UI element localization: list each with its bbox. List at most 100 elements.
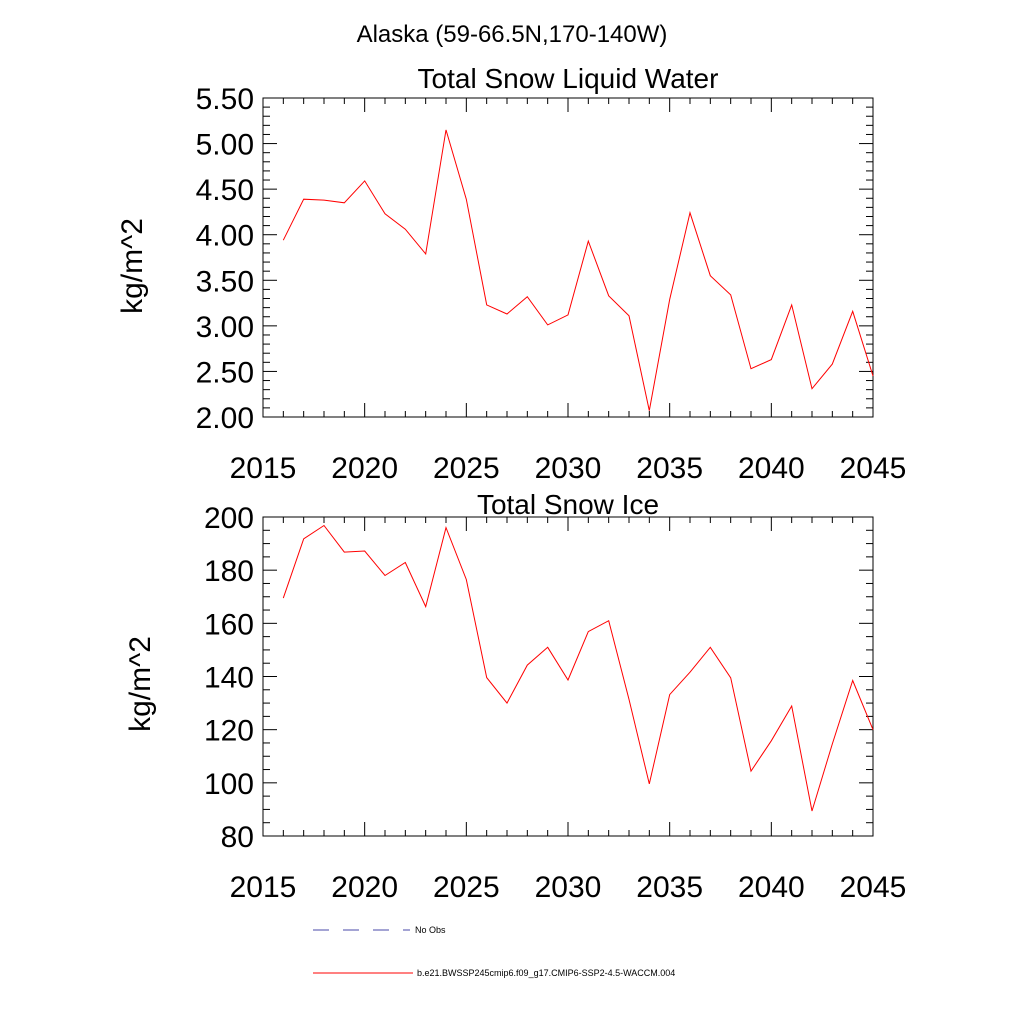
data-point [466,579,467,580]
y-tick-label: 2.50 [196,356,254,389]
data-point [588,240,589,241]
data-point [649,783,650,784]
y-tick-label: 5.00 [196,129,254,162]
data-point [364,180,365,181]
data-point [405,562,406,563]
data-point [344,202,345,203]
data-point [445,129,446,130]
data-point [832,364,833,365]
data-point [405,229,406,230]
x-tick-label: 2045 [840,871,907,904]
y-tick-label: 5.50 [196,83,254,116]
legend-model-label: b.e21.BWSSP245cmip6.f09_g17.CMIP6-SSP2-4… [417,968,675,978]
data-point [425,606,426,607]
y-tick-label: 120 [204,715,254,748]
x-tick-label: 2030 [535,452,602,485]
data-point [283,240,284,241]
data-point [791,705,792,706]
series-line [282,524,874,812]
legend-obs-label: No Obs [415,925,446,935]
x-tick-label: 2040 [738,452,805,485]
chart-title: Total Snow Liquid Water [418,63,719,94]
data-point [710,275,711,276]
data-point [486,677,487,678]
data-point [486,304,487,305]
y-tick-label: 180 [204,555,254,588]
data-point [323,525,324,526]
data-point [649,410,650,411]
data-point [527,664,528,665]
series-line [282,129,874,411]
data-point [710,647,711,648]
data-point [425,253,426,254]
data-point [364,550,365,551]
y-axis-label: kg/m^2 [116,218,149,314]
data-point [567,314,568,315]
data-point [750,368,751,369]
data-point [303,199,304,200]
x-tick-label: 2020 [331,452,398,485]
data-point [466,199,467,200]
data-point [811,388,812,389]
data-point [384,575,385,576]
data-point [547,324,548,325]
y-tick-label: 200 [204,502,254,535]
y-tick-label: 100 [204,768,254,801]
x-tick-label: 2035 [636,452,703,485]
data-point [506,313,507,314]
data-point [527,296,528,297]
y-tick-label: 3.50 [196,265,254,298]
y-tick-label: 160 [204,608,254,641]
x-tick-label: 2035 [636,871,703,904]
data-point [506,702,507,703]
y-axis-label: kg/m^2 [124,636,157,732]
y-tick-label: 80 [221,821,254,854]
x-tick-label: 2020 [331,871,398,904]
y-tick-label: 140 [204,662,254,695]
data-point [730,294,731,295]
y-tick-label: 2.00 [196,402,254,435]
data-point [750,771,751,772]
data-point [872,375,873,376]
x-tick-label: 2025 [433,452,500,485]
x-tick-label: 2045 [840,452,907,485]
data-point [852,311,853,312]
chart-panel-snow-ice: Total Snow Ice kg/m^2 2015 2020 2025 2030 20… [124,489,906,904]
data-point [811,810,812,811]
data-point [669,694,670,695]
data-point [730,677,731,678]
y-tick-label: 4.00 [196,220,254,253]
plot-frame [262,97,874,418]
data-point [283,597,284,598]
y-tick-label: 3.00 [196,311,254,344]
x-tick-label: 2025 [433,871,500,904]
data-point [872,729,873,730]
x-tick-label: 2040 [738,871,805,904]
data-point [323,199,324,200]
data-point [628,315,629,316]
plot-frame [262,516,874,837]
data-point [689,212,690,213]
data-point [852,680,853,681]
data-point [608,620,609,621]
data-point [669,299,670,300]
y-tick-label: 4.50 [196,174,254,207]
chart-panel-snow-liquid-water: Total Snow Liquid Water kg/m^2 2015 2020 2… [116,63,906,485]
data-point [608,295,609,296]
data-point [344,551,345,552]
x-tick-label: 2015 [230,452,297,485]
data-point [547,647,548,648]
data-point [303,538,304,539]
data-point [567,679,568,680]
data-point [791,304,792,305]
x-tick-label: 2015 [230,871,297,904]
figure-title: Alaska (59-66.5N,170-140W) [357,21,668,48]
data-point [771,359,772,360]
chart-title: Total Snow Ice [477,489,659,520]
legend: No Obs b.e21.BWSSP245cmip6.f09_g17.CMIP6… [313,925,675,978]
data-point [832,743,833,744]
data-point [628,699,629,700]
data-point [445,527,446,528]
